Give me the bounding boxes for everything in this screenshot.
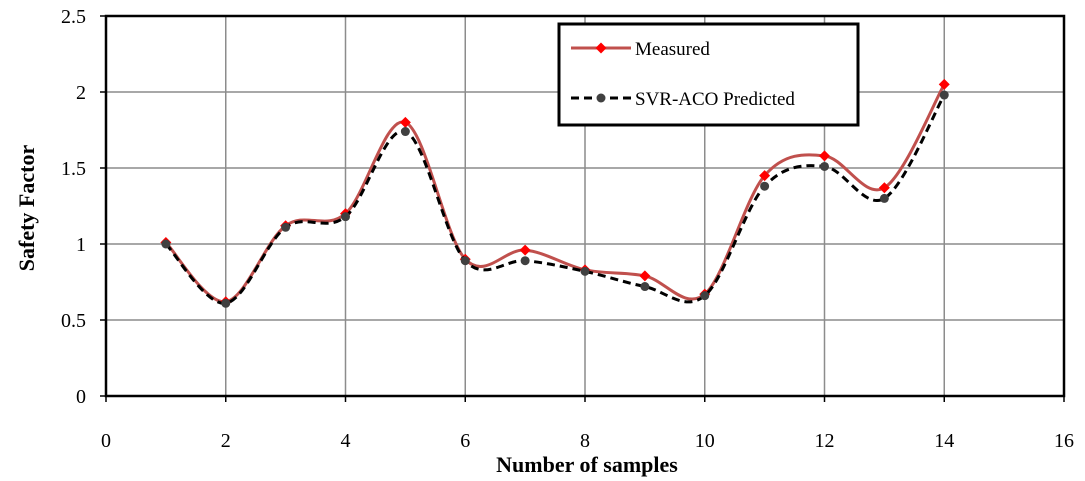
y-axis-title: Safety Factor (14, 145, 39, 272)
data-point-measured (399, 116, 411, 128)
data-point-svr-aco-predicted (879, 193, 889, 203)
data-point-svr-aco-predicted (820, 161, 829, 171)
x-tick-label: 2 (221, 430, 231, 452)
x-tick-label: 6 (460, 430, 470, 452)
data-point-measured (878, 182, 890, 194)
legend: Measured SVR-ACO Predicted (557, 22, 860, 127)
data-point-measured (639, 270, 651, 282)
data-point-measured (819, 150, 830, 162)
y-tick-label: 0.5 (61, 310, 86, 332)
x-tick-label: 12 (815, 430, 835, 452)
x-tick-label: 10 (695, 430, 715, 452)
y-tick-label: 1.5 (61, 158, 86, 180)
tick-labels: 0 2 4 6 8 10 12 14 16 0 0.5 1 1.5 2 2.5 (61, 6, 1074, 452)
data-point-svr-aco-predicted (580, 266, 590, 276)
data-point-svr-aco-predicted (341, 212, 350, 222)
data-point-measured (519, 244, 531, 256)
data-point-svr-aco-predicted (520, 256, 530, 266)
axes (100, 14, 1066, 402)
data-point-svr-aco-predicted (700, 291, 710, 301)
data-point-svr-aco-predicted (161, 239, 171, 249)
x-tick-label: 4 (341, 430, 351, 452)
data-point-svr-aco-predicted (281, 222, 291, 232)
legend-label-svr-aco-predicted: SVR-ACO Predicted (635, 89, 795, 110)
y-tick-label: 2.5 (61, 6, 86, 28)
data-point-measured (938, 78, 950, 90)
legend-box (557, 22, 860, 127)
y-tick-label: 1 (76, 234, 86, 256)
data-point-svr-aco-predicted (760, 181, 770, 191)
data-point-svr-aco-predicted (460, 256, 470, 266)
legend-marker-svr-aco-predicted (596, 93, 606, 103)
legend-marker-measured (595, 42, 607, 54)
x-tick-label: 0 (101, 430, 111, 452)
data-point-svr-aco-predicted (400, 127, 410, 137)
x-tick-label: 8 (580, 430, 590, 452)
y-tick-label: 2 (76, 82, 86, 104)
x-tick-label: 14 (934, 430, 954, 452)
x-axis-title: Number of samples (496, 452, 678, 477)
data-point-svr-aco-predicted (939, 90, 949, 100)
data-point-measured (759, 170, 771, 182)
data-point-svr-aco-predicted (640, 282, 650, 292)
data-point-svr-aco-predicted (221, 298, 231, 308)
y-tick-label: 0 (76, 386, 86, 408)
legend-label-measured: Measured (635, 39, 710, 60)
x-tick-label: 16 (1054, 430, 1074, 452)
series-group (160, 78, 950, 308)
